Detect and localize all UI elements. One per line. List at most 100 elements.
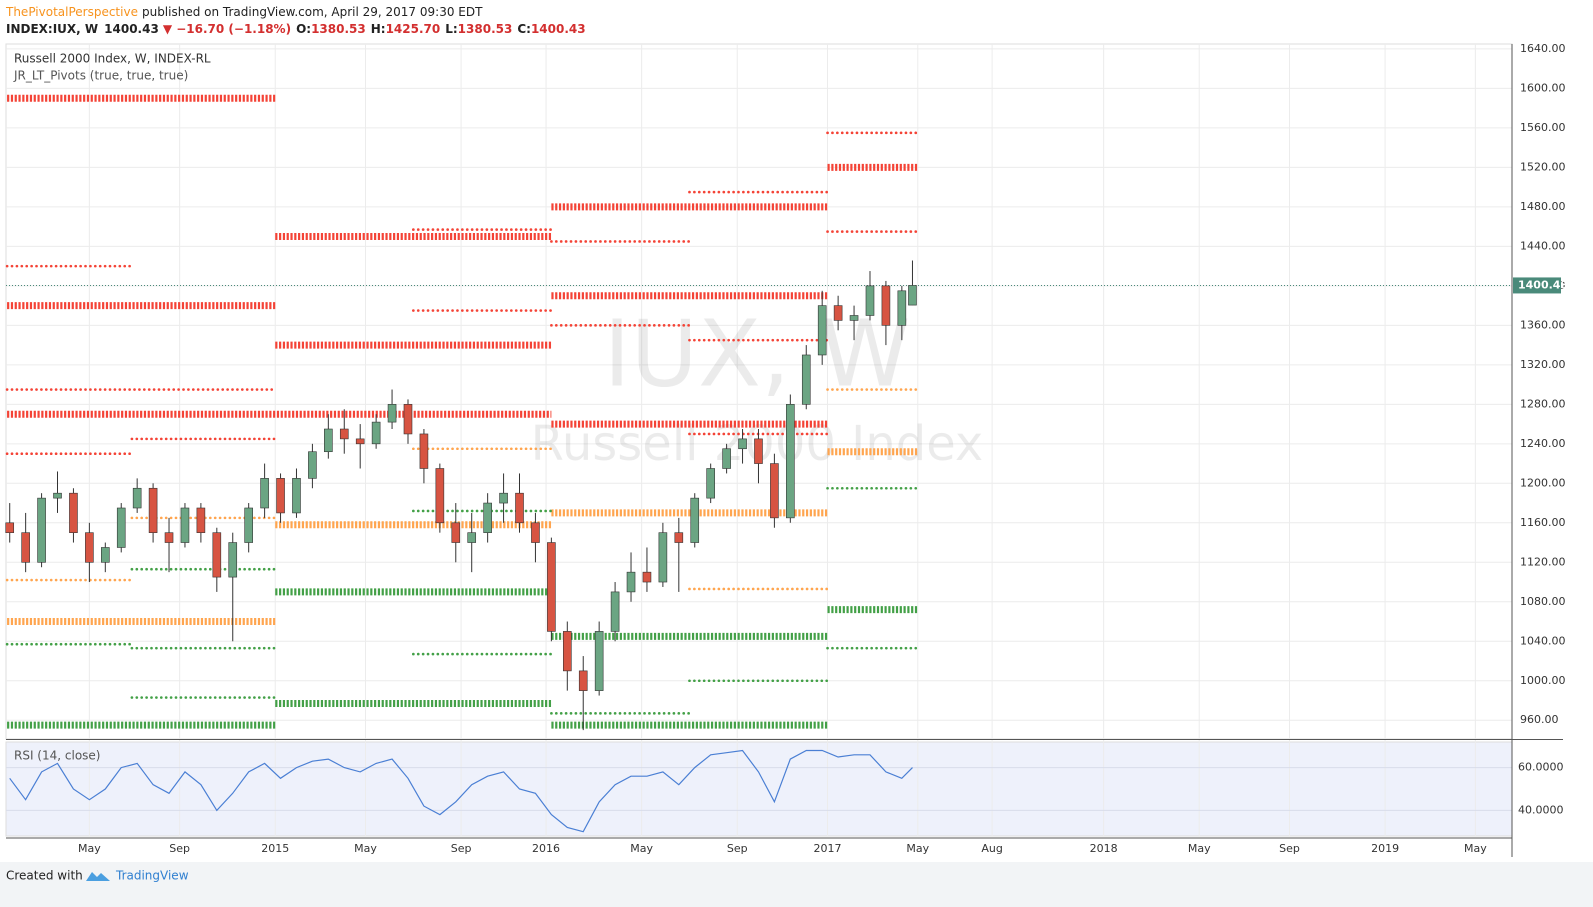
x-tick-label: 2018: [1090, 842, 1118, 855]
candle-body: [69, 492, 78, 533]
last-price-box: [1513, 277, 1561, 294]
ohlc: O:1380.53 H:1425.70 L:1380.53 C:1400.43: [296, 22, 586, 36]
candle-body: [674, 532, 684, 543]
y-tick-label: 960.00: [1520, 713, 1559, 726]
candle-body: [339, 428, 349, 440]
author[interactable]: ThePivotalPerspective: [5, 5, 138, 19]
ohlc-label: C:: [517, 22, 531, 36]
candle-body: [626, 571, 636, 593]
x-tick-label: 2019: [1371, 842, 1399, 855]
watermark-symbol: IUX, W: [604, 300, 911, 407]
candle-body: [897, 290, 907, 326]
y-tick-label: 1000.00: [1520, 674, 1566, 687]
candle-body: [451, 522, 461, 543]
candle-body: [324, 428, 333, 453]
x-tick-label: May: [906, 842, 929, 855]
x-tick-label: 2015: [261, 842, 289, 855]
candle-body: [849, 315, 859, 321]
symbol: INDEX:IUX, W: [6, 22, 98, 36]
y-tick-label: 1600.00: [1520, 81, 1566, 94]
candle-body: [5, 522, 15, 533]
candle-body: [355, 438, 365, 445]
footer-bar: [0, 862, 1593, 907]
y-tick-label: 1040.00: [1520, 634, 1566, 647]
x-tick-label: May: [1464, 842, 1487, 855]
y-tick-label: 1480.00: [1520, 200, 1566, 213]
candle-body: [578, 670, 588, 691]
ohlc-value: 1380.53: [458, 22, 513, 36]
candle-body: [403, 404, 413, 435]
x-tick-label: 2016: [532, 842, 560, 855]
change: ▼ −16.70 (−1.18%): [163, 22, 291, 36]
candle-body: [908, 285, 917, 306]
candle-body: [244, 507, 253, 543]
grid: [6, 44, 1512, 836]
candle-body: [21, 532, 30, 563]
y-tick-label: 1440.00: [1520, 239, 1566, 252]
candle-body: [148, 487, 158, 533]
x-tick-label: Aug: [981, 842, 1002, 855]
candle-body: [562, 631, 572, 672]
candle-body: [833, 305, 843, 321]
y-tick-label: 1520.00: [1520, 160, 1566, 173]
x-tick-label: Sep: [169, 842, 190, 855]
footer-brand[interactable]: TradingView: [115, 869, 189, 883]
candle-body: [308, 451, 317, 479]
rsi-line: [9, 749, 913, 833]
candle-body: [865, 285, 875, 316]
candle-body: [610, 591, 620, 632]
candle-body: [690, 497, 700, 543]
y-tick-label: 1120.00: [1520, 555, 1566, 568]
candle-body: [642, 571, 652, 583]
legend-title: Russell 2000 Index, W, INDEX-RL: [14, 52, 211, 66]
candle-body: [722, 448, 731, 469]
candle-body: [770, 463, 779, 519]
candle-body: [754, 438, 763, 464]
candle-body: [515, 492, 524, 524]
y-tick-label: 1320.00: [1520, 358, 1566, 371]
candle-body: [706, 468, 715, 499]
last-price-label: 1400.43: [1518, 278, 1568, 291]
ohlc-label: O:: [296, 22, 311, 36]
candle-body: [53, 492, 62, 499]
ohlc-value: 1400.43: [531, 22, 586, 36]
candle-body: [387, 404, 397, 423]
candle-body: [419, 433, 429, 469]
candle-body: [212, 532, 222, 578]
rsi-title: RSI (14, close): [14, 749, 100, 763]
tv-logo: [86, 872, 110, 881]
candle-body: [85, 532, 94, 563]
x-tick-label: May: [630, 842, 653, 855]
x-tick-label: May: [1188, 842, 1211, 855]
candle-body: [276, 478, 285, 514]
rsi-pane: [5, 741, 1513, 837]
y-tick-label: 1240.00: [1520, 437, 1566, 450]
candle-body: [467, 532, 477, 543]
candle-body: [196, 507, 206, 533]
candle-body: [817, 305, 827, 356]
x-tick-label: May: [78, 842, 101, 855]
last: 1400.43: [104, 22, 159, 36]
candle-body: [547, 542, 556, 632]
x-tick-label: May: [354, 842, 377, 855]
y-tick-label: 1080.00: [1520, 595, 1566, 608]
candle-body: [228, 542, 238, 578]
candle-body: [594, 631, 604, 691]
y-tick-label: 1280.00: [1520, 397, 1566, 410]
y-tick-label: 1640.00: [1520, 42, 1566, 55]
candle-body: [132, 487, 142, 509]
y-tick-label: 1360.00: [1520, 318, 1566, 331]
candle-body: [658, 532, 668, 583]
candle-body: [101, 547, 110, 563]
symbol-line: INDEX:IUX, W 1400.43 ▼ −16.70 (−1.18%) O:13…: [6, 22, 586, 36]
ohlc-value: 1380.53: [311, 22, 366, 36]
candle-body: [531, 522, 540, 543]
ohlc-label: L:: [445, 22, 457, 36]
candle-body: [738, 438, 747, 450]
candle-body: [786, 404, 795, 519]
ohlc-label: H:: [371, 22, 386, 36]
x-tick-label: Sep: [1279, 842, 1300, 855]
ohlc-value: 1425.70: [386, 22, 441, 36]
